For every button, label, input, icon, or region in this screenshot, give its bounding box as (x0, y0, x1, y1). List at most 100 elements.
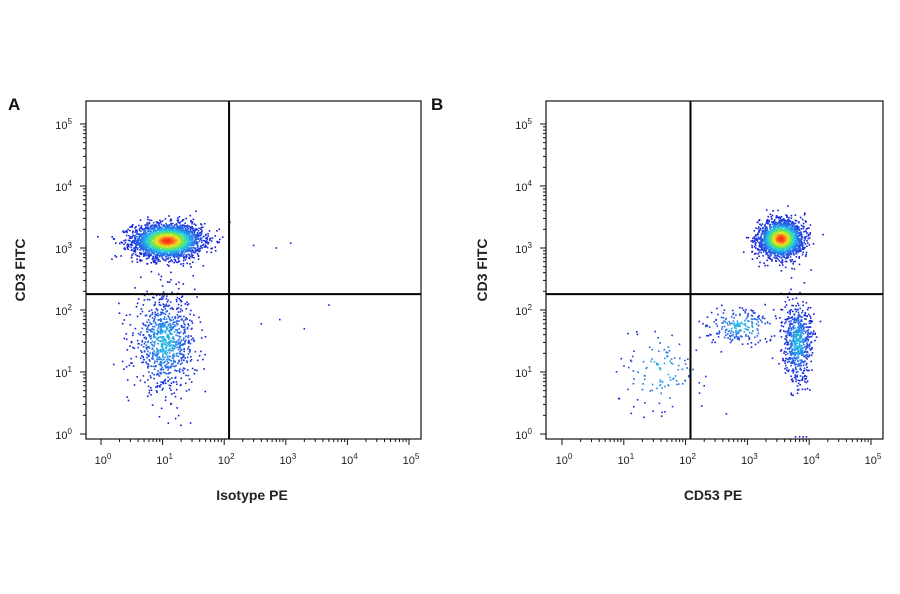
event-dot (182, 339, 185, 341)
event-dot (119, 242, 121, 245)
event-dot (157, 260, 159, 262)
event-dot (179, 236, 182, 239)
event-dot (778, 222, 780, 224)
event-dot (162, 342, 165, 345)
event-dot (160, 371, 162, 374)
event-dot (177, 233, 180, 235)
event-dot (161, 347, 164, 350)
event-dot (141, 237, 144, 239)
event-dot (143, 337, 146, 339)
event-dot (181, 356, 184, 358)
event-dot (154, 259, 156, 261)
event-dot (158, 336, 160, 339)
event-dot (166, 248, 168, 251)
event-dot (180, 357, 182, 359)
event-dot (137, 240, 139, 243)
event-dot (173, 243, 175, 246)
event-dot (150, 237, 153, 239)
event-dot (173, 258, 176, 261)
event-dot (162, 258, 165, 261)
event-dot (206, 238, 209, 241)
event-dot (186, 369, 189, 371)
event-dot (167, 324, 170, 327)
event-dot (197, 237, 200, 240)
event-dot (795, 256, 798, 258)
event-dot (765, 209, 768, 211)
event-dot (161, 220, 164, 222)
event-dot (191, 367, 194, 370)
event-dot (167, 299, 169, 301)
event-dot (793, 236, 795, 239)
event-dot (154, 256, 157, 258)
event-dot (175, 355, 178, 357)
event-dot (156, 347, 158, 350)
event-dot (157, 256, 159, 259)
event-dot (147, 379, 149, 381)
event-dot (174, 245, 177, 247)
event-dot (142, 229, 144, 231)
event-dot (164, 230, 166, 233)
event-dot (153, 246, 155, 249)
event-dot (173, 252, 175, 254)
event-dot (139, 357, 142, 360)
event-dot (204, 353, 206, 356)
event-dot (165, 349, 168, 352)
event-dot (786, 222, 789, 225)
event-dot (771, 244, 774, 247)
event-dot (760, 251, 763, 254)
event-dot (170, 253, 173, 255)
event-dot (167, 343, 170, 346)
event-dot (133, 384, 136, 386)
event-dot (176, 228, 178, 231)
event-dot (177, 323, 179, 326)
event-dot (776, 241, 779, 243)
event-dot (156, 333, 158, 336)
event-dot (162, 362, 164, 364)
event-dot (180, 300, 183, 302)
event-dot (182, 237, 184, 239)
event-dot (186, 239, 188, 242)
event-dot (158, 324, 160, 326)
event-dot (179, 345, 181, 347)
event-dot (170, 222, 172, 225)
event-dot (192, 242, 195, 244)
event-dot (183, 242, 185, 245)
event-dot (147, 365, 150, 367)
event-dot (149, 248, 151, 251)
event-dot (793, 229, 795, 231)
event-dot (151, 351, 154, 354)
event-dot (179, 247, 181, 249)
event-dot (176, 261, 179, 264)
event-dot (769, 258, 772, 260)
event-dot (155, 263, 157, 265)
event-dot (168, 251, 171, 254)
event-dot (160, 325, 163, 328)
event-dot (798, 244, 801, 246)
event-dot (185, 317, 187, 319)
event-dot (187, 336, 189, 339)
event-dot (193, 257, 195, 259)
event-dot (142, 322, 144, 325)
event-dot (146, 346, 149, 349)
event-dot (774, 227, 776, 229)
event-dot (200, 226, 203, 229)
event-dot (164, 249, 167, 252)
event-dot (173, 235, 176, 237)
event-dot (163, 318, 165, 320)
event-dot (145, 236, 148, 239)
event-dot (161, 239, 164, 241)
event-dot (758, 226, 760, 228)
event-dot (160, 229, 162, 231)
event-dot (184, 357, 187, 359)
event-dot (132, 332, 134, 334)
event-dot (148, 232, 151, 235)
event-dot (166, 236, 168, 238)
event-dot (188, 339, 190, 342)
event-dot (164, 321, 167, 324)
event-dot (129, 236, 132, 238)
event-dot (164, 252, 167, 255)
event-dot (161, 229, 164, 232)
event-dot (138, 228, 141, 230)
event-dot (791, 222, 794, 225)
event-dot (122, 231, 125, 234)
